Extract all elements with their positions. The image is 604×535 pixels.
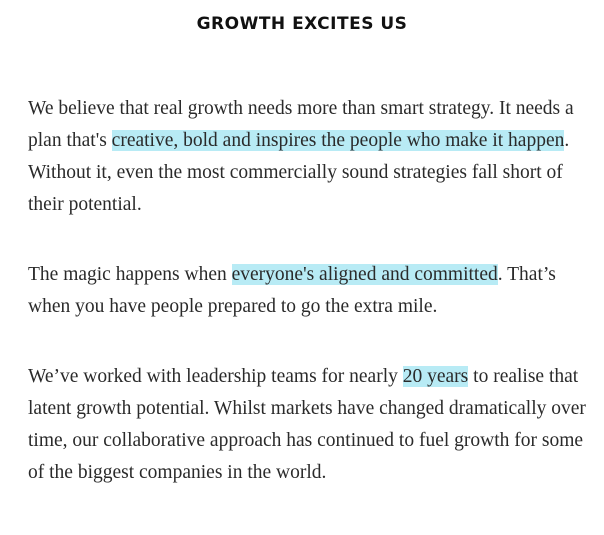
body-text: We believe that real growth needs more t…	[28, 93, 594, 527]
section-heading: GROWTH EXCITES US	[196, 14, 408, 34]
paragraph-text: to realise that latent growth potential.…	[28, 366, 586, 483]
paragraph-text: The magic happens when	[28, 264, 232, 285]
paragraph-magic: The magic happens when everyone's aligne…	[28, 259, 594, 323]
paragraph-text: We believe that real growth needs more t…	[28, 98, 574, 151]
paragraph-growth-plan: We believe that real growth needs more t…	[28, 93, 594, 221]
paragraph-text: . That’s when you have people prepared t…	[28, 264, 556, 317]
paragraph-text: We’ve worked with leadership teams for n…	[28, 366, 403, 387]
highlighted-phrase: creative, bold and inspires the people w…	[111, 130, 565, 151]
paragraph-experience: We’ve worked with leadership teams for n…	[28, 361, 594, 489]
paragraph-text: . Without it, even the most commercially…	[28, 130, 570, 215]
highlighted-phrase: everyone's aligned and committed	[231, 264, 498, 285]
highlighted-phrase: 20 years	[402, 366, 469, 387]
